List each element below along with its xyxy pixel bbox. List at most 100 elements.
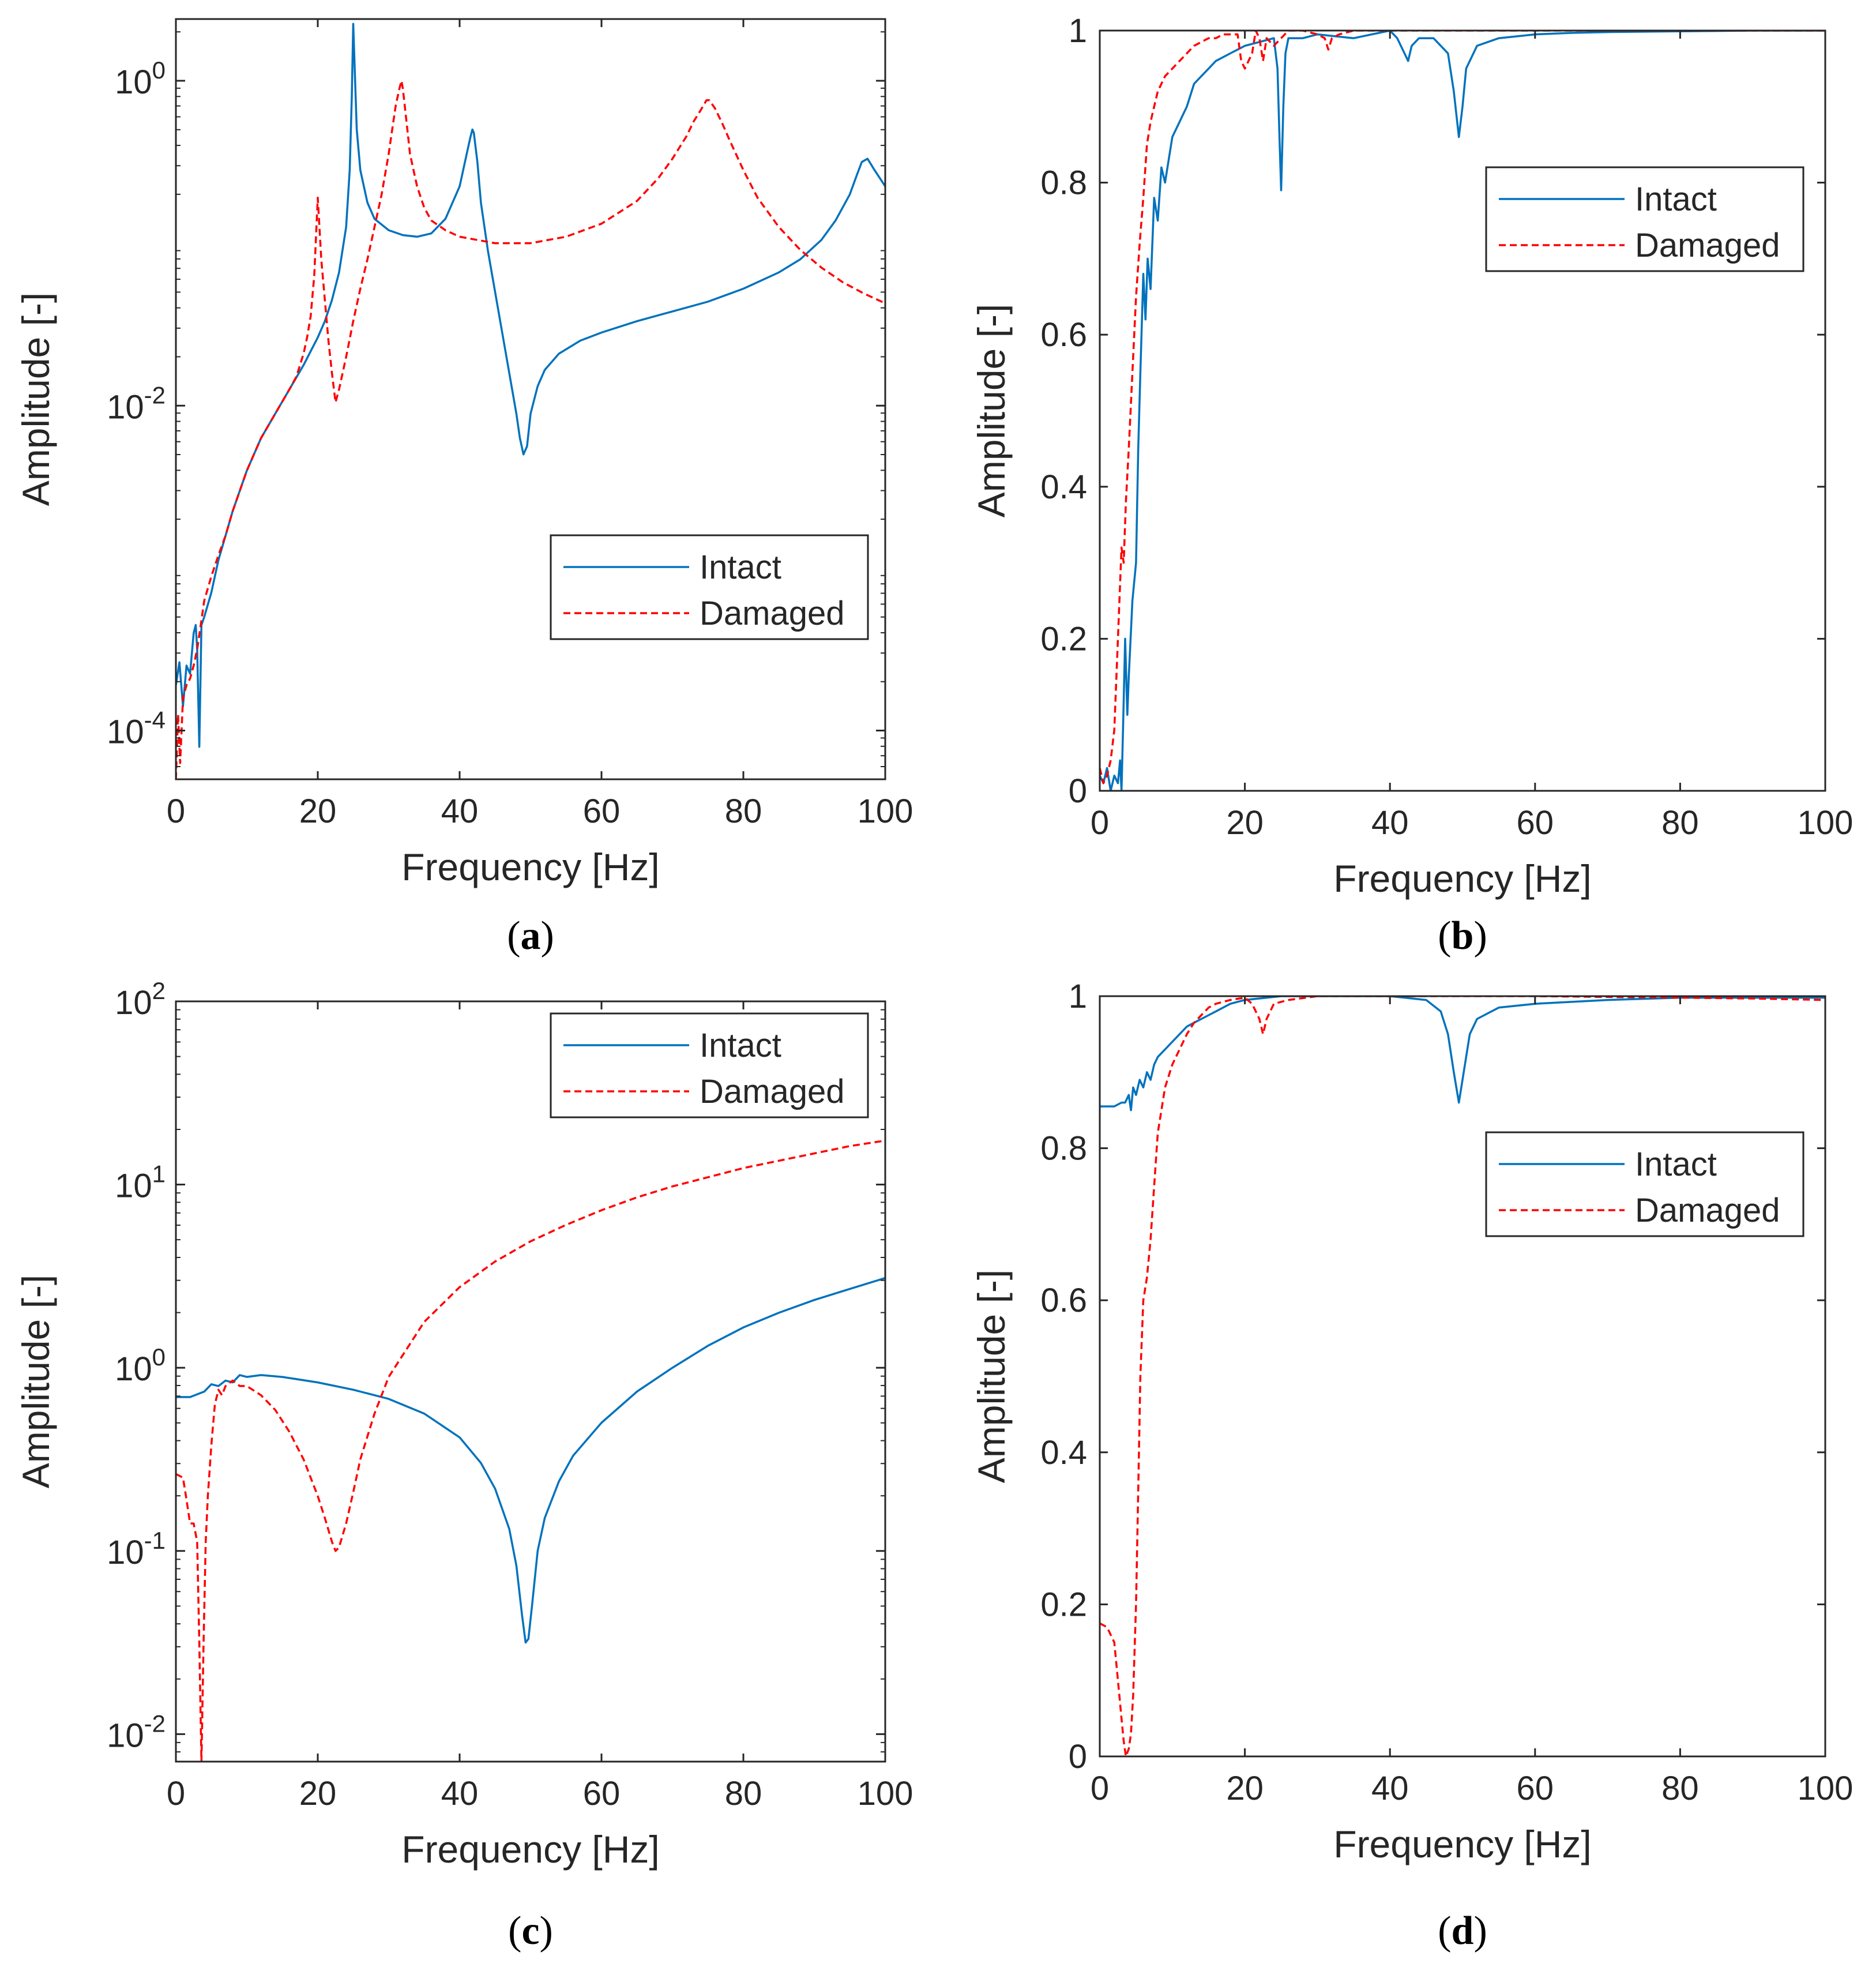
legend-label-damaged: Damaged bbox=[1635, 1192, 1780, 1229]
caption-close-paren: ) bbox=[1473, 1909, 1487, 1953]
legend-label-damaged: Damaged bbox=[700, 1073, 844, 1110]
legend: Intact Damaged bbox=[550, 1012, 869, 1118]
caption-letter: d bbox=[1452, 1909, 1474, 1953]
x-tick-label: 60 bbox=[1517, 1770, 1554, 1807]
legend-label-damaged: Damaged bbox=[700, 595, 844, 632]
x-tick-label: 100 bbox=[1798, 804, 1854, 842]
x-tick-label: 80 bbox=[725, 793, 762, 830]
legend-box bbox=[1485, 166, 1804, 272]
panel-caption: (c) bbox=[508, 1909, 553, 1953]
y-tick-exponent: -4 bbox=[144, 707, 166, 734]
y-tick-label: 0.8 bbox=[1040, 164, 1087, 202]
legend-label-intact: Intact bbox=[700, 1027, 781, 1064]
x-tick-label: 80 bbox=[1661, 804, 1699, 842]
y-tick-label: 0.2 bbox=[1040, 1586, 1087, 1623]
y-axis-label: Amplitude [-] bbox=[970, 1270, 1013, 1483]
caption-letter: b bbox=[1452, 914, 1474, 958]
series-line-intact bbox=[1100, 31, 1825, 791]
panel-d: 0 20 40 60 80 100 0 0.2 0.4 0.6 0.8 1 Frequency [Hz]… bbox=[970, 978, 1853, 1953]
caption-open-paren: ( bbox=[508, 1909, 521, 1953]
caption-letter: a bbox=[521, 914, 541, 958]
y-tick-label: 1 bbox=[1069, 12, 1087, 50]
series-line-damaged bbox=[176, 1139, 885, 1762]
plot-area bbox=[1100, 31, 1825, 791]
x-tick-label: 20 bbox=[299, 793, 337, 830]
x-tick-label: 20 bbox=[1226, 1770, 1264, 1807]
y-tick-exponent: 1 bbox=[152, 1161, 166, 1188]
legend-label-damaged: Damaged bbox=[1635, 227, 1780, 264]
axes-box bbox=[175, 1000, 886, 1763]
x-axis-label: Frequency [Hz] bbox=[1333, 857, 1592, 900]
caption-close-paren: ) bbox=[541, 914, 554, 958]
y-tick-base: 10 bbox=[115, 984, 152, 1022]
plot-area bbox=[176, 19, 885, 779]
x-tick-label: 100 bbox=[1798, 1770, 1854, 1807]
y-tick-label: 10-2 bbox=[107, 381, 166, 426]
y-tick-label: 100 bbox=[115, 1343, 166, 1388]
y-axis-label: Amplitude [-] bbox=[14, 292, 57, 506]
panel-caption: (b) bbox=[1438, 914, 1487, 958]
x-axis-label: Frequency [Hz] bbox=[401, 1828, 660, 1871]
y-tick-label: 0.4 bbox=[1040, 468, 1087, 506]
y-tick-label: 100 bbox=[115, 57, 166, 101]
panel-b: 0 20 40 60 80 100 0 0.2 0.4 0.6 0.8 1 Frequency [Hz]… bbox=[970, 12, 1853, 958]
y-tick-base: 10 bbox=[107, 1717, 144, 1754]
y-tick-exponent: -2 bbox=[144, 1710, 166, 1737]
caption-letter: c bbox=[521, 1909, 539, 1953]
y-tick-label: 102 bbox=[115, 977, 166, 1022]
legend: Intact Damaged bbox=[550, 534, 869, 640]
y-tick-label: 0.6 bbox=[1040, 1282, 1087, 1319]
y-tick-label: 10-4 bbox=[107, 707, 166, 751]
series-line-damaged bbox=[1100, 996, 1825, 1756]
y-tick-exponent: -1 bbox=[144, 1527, 166, 1554]
plot-area bbox=[1100, 996, 1825, 1756]
caption-close-paren: ) bbox=[540, 1909, 553, 1953]
y-tick-exponent: 2 bbox=[152, 977, 166, 1004]
caption-close-paren: ) bbox=[1473, 914, 1487, 958]
axes-box bbox=[1099, 29, 1826, 792]
legend: Intact Damaged bbox=[1485, 1131, 1804, 1237]
series-line-damaged bbox=[176, 80, 885, 779]
x-tick-label: 60 bbox=[1517, 804, 1554, 842]
x-tick-label: 60 bbox=[583, 793, 621, 830]
x-tick-label: 40 bbox=[441, 793, 479, 830]
x-tick-label: 20 bbox=[1226, 804, 1264, 842]
y-tick-base: 10 bbox=[115, 1167, 152, 1205]
y-tick-label: 1 bbox=[1069, 978, 1087, 1015]
y-tick-label: 0 bbox=[1069, 772, 1087, 810]
y-tick-label: 0.8 bbox=[1040, 1130, 1087, 1167]
legend-box bbox=[1485, 1131, 1804, 1237]
y-tick-base: 10 bbox=[107, 1534, 144, 1571]
y-axis-label: Amplitude [-] bbox=[14, 1275, 57, 1488]
y-tick-base: 10 bbox=[115, 1350, 152, 1388]
plot-area bbox=[176, 1001, 885, 1762]
series-line-intact bbox=[1100, 996, 1825, 1112]
series-line-damaged bbox=[1100, 31, 1825, 784]
axes-box bbox=[1099, 995, 1826, 1758]
x-tick-label: 0 bbox=[1091, 804, 1109, 842]
caption-open-paren: ( bbox=[507, 914, 520, 958]
y-tick-label: 0.2 bbox=[1040, 620, 1087, 658]
x-tick-label: 0 bbox=[167, 1775, 185, 1812]
y-tick-exponent: 0 bbox=[152, 57, 166, 84]
y-tick-exponent: 0 bbox=[152, 1343, 166, 1371]
y-tick-label: 0.6 bbox=[1040, 316, 1087, 354]
x-axis-label: Frequency [Hz] bbox=[1333, 1823, 1592, 1865]
y-tick-base: 10 bbox=[115, 63, 152, 101]
legend: Intact Damaged bbox=[1485, 166, 1804, 272]
series-line-intact bbox=[176, 1277, 885, 1644]
x-tick-label: 60 bbox=[583, 1775, 621, 1812]
legend-box bbox=[550, 534, 869, 640]
y-tick-base: 10 bbox=[107, 714, 144, 751]
y-tick-label: 10-1 bbox=[107, 1527, 166, 1571]
x-tick-label: 80 bbox=[1661, 1770, 1699, 1807]
y-axis-label: Amplitude [-] bbox=[970, 304, 1013, 517]
x-tick-label: 0 bbox=[167, 793, 185, 830]
legend-label-intact: Intact bbox=[1635, 1146, 1717, 1183]
legend-label-intact: Intact bbox=[700, 549, 781, 586]
panel-caption: (d) bbox=[1438, 1909, 1487, 1953]
x-tick-label: 40 bbox=[441, 1775, 479, 1812]
legend-label-intact: Intact bbox=[1635, 181, 1717, 218]
